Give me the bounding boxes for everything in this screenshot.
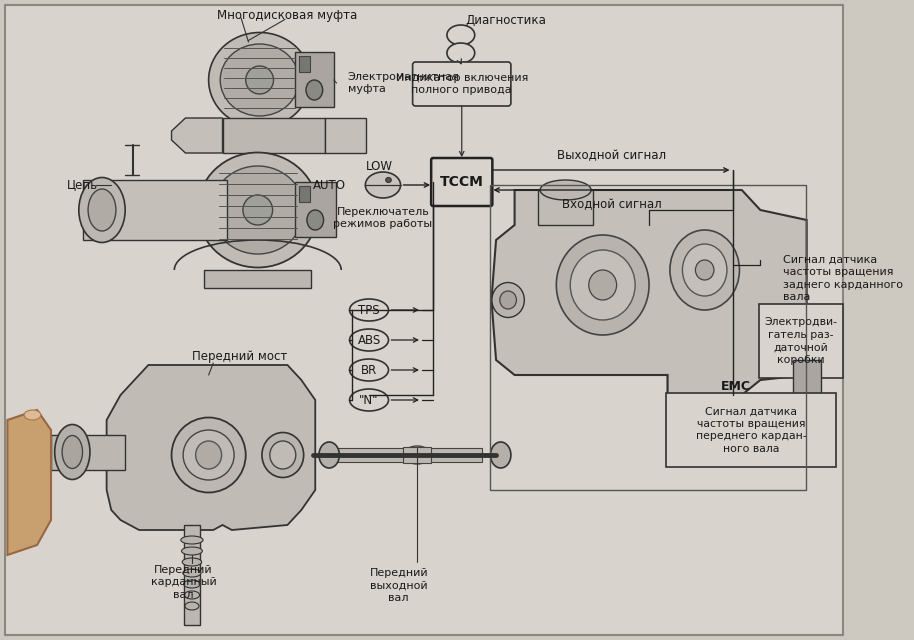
Ellipse shape bbox=[183, 569, 201, 577]
Text: "N": "N" bbox=[359, 394, 378, 406]
Text: Передний
выходной
вал: Передний выходной вал bbox=[369, 568, 428, 603]
FancyBboxPatch shape bbox=[665, 393, 836, 467]
Ellipse shape bbox=[181, 536, 203, 544]
Ellipse shape bbox=[211, 166, 304, 254]
Ellipse shape bbox=[182, 547, 202, 555]
Bar bbox=[51, 435, 125, 470]
Ellipse shape bbox=[183, 430, 234, 480]
Text: Диагностика: Диагностика bbox=[465, 13, 547, 26]
Text: ABS: ABS bbox=[357, 333, 380, 346]
Ellipse shape bbox=[196, 441, 221, 469]
Ellipse shape bbox=[243, 195, 272, 225]
Ellipse shape bbox=[696, 260, 714, 280]
Bar bbox=[792, 360, 821, 400]
Bar bbox=[299, 186, 310, 202]
Ellipse shape bbox=[447, 43, 474, 63]
Text: Передний
карданный
вал: Передний карданный вал bbox=[151, 565, 217, 600]
Polygon shape bbox=[107, 365, 315, 530]
Ellipse shape bbox=[306, 80, 323, 100]
Ellipse shape bbox=[349, 299, 388, 321]
Ellipse shape bbox=[683, 244, 727, 296]
Ellipse shape bbox=[349, 329, 388, 351]
Ellipse shape bbox=[557, 235, 649, 335]
Ellipse shape bbox=[570, 250, 635, 320]
Text: LOW: LOW bbox=[366, 159, 393, 173]
Ellipse shape bbox=[589, 270, 617, 300]
Text: Передний мост: Передний мост bbox=[192, 349, 287, 362]
Bar bbox=[295, 52, 334, 107]
Text: AUTO: AUTO bbox=[313, 179, 345, 191]
Ellipse shape bbox=[55, 424, 90, 479]
Text: Многодисковая муфта: Многодисковая муфта bbox=[218, 8, 357, 22]
Ellipse shape bbox=[246, 66, 273, 94]
Text: TPS: TPS bbox=[358, 303, 380, 317]
Ellipse shape bbox=[319, 442, 339, 468]
Ellipse shape bbox=[447, 25, 474, 45]
Text: Переключатель
режимов работы: Переключатель режимов работы bbox=[334, 207, 432, 229]
Bar bbox=[491, 185, 806, 490]
Ellipse shape bbox=[270, 441, 296, 469]
Ellipse shape bbox=[492, 282, 525, 317]
Polygon shape bbox=[324, 118, 367, 153]
Ellipse shape bbox=[386, 177, 391, 182]
Ellipse shape bbox=[491, 442, 511, 468]
Ellipse shape bbox=[182, 558, 202, 566]
Ellipse shape bbox=[88, 189, 116, 231]
Polygon shape bbox=[172, 118, 222, 153]
Bar bbox=[299, 56, 310, 72]
Text: Электродви-
гатель раз-
даточной
коробки: Электродви- гатель раз- даточной коробки bbox=[765, 317, 837, 365]
Bar bbox=[222, 118, 324, 153]
Ellipse shape bbox=[208, 33, 311, 127]
Ellipse shape bbox=[24, 410, 41, 420]
Ellipse shape bbox=[184, 580, 200, 588]
Bar bbox=[295, 182, 335, 237]
Bar bbox=[184, 525, 200, 625]
Ellipse shape bbox=[540, 180, 591, 200]
Text: BR: BR bbox=[361, 364, 377, 376]
Ellipse shape bbox=[403, 446, 431, 464]
Ellipse shape bbox=[197, 152, 318, 268]
Ellipse shape bbox=[349, 359, 388, 381]
Ellipse shape bbox=[349, 389, 388, 411]
Ellipse shape bbox=[185, 602, 199, 610]
Polygon shape bbox=[7, 410, 51, 555]
Text: EMC: EMC bbox=[721, 380, 751, 392]
Polygon shape bbox=[492, 190, 807, 395]
Ellipse shape bbox=[185, 591, 199, 599]
Ellipse shape bbox=[172, 417, 246, 493]
Bar bbox=[83, 180, 228, 240]
FancyBboxPatch shape bbox=[760, 304, 843, 378]
Text: ТССМ: ТССМ bbox=[440, 175, 484, 189]
Ellipse shape bbox=[366, 172, 400, 198]
FancyBboxPatch shape bbox=[412, 62, 511, 106]
Text: Электромагнитная
муфта: Электромагнитная муфта bbox=[347, 72, 460, 94]
Ellipse shape bbox=[262, 433, 303, 477]
Bar bbox=[204, 270, 311, 288]
Bar bbox=[334, 448, 483, 462]
Text: Сигнал датчика
частоты вращения
переднего кардан-
ного вала: Сигнал датчика частоты вращения переднег… bbox=[696, 406, 806, 454]
Bar bbox=[537, 190, 593, 225]
Text: Сигнал датчика
частоты вращения
заднего карданного
вала: Сигнал датчика частоты вращения заднего … bbox=[783, 255, 904, 302]
Ellipse shape bbox=[670, 230, 739, 310]
Ellipse shape bbox=[79, 177, 125, 243]
Text: Индикатор включения
полного привода: Индикатор включения полного привода bbox=[396, 73, 528, 95]
Text: Цепь: Цепь bbox=[67, 179, 98, 191]
Ellipse shape bbox=[799, 393, 814, 407]
Ellipse shape bbox=[307, 210, 324, 230]
Ellipse shape bbox=[500, 291, 516, 309]
Ellipse shape bbox=[220, 44, 299, 116]
Text: Выходной сигнал: Выходной сигнал bbox=[558, 149, 666, 162]
Bar bbox=[403, 447, 431, 463]
FancyBboxPatch shape bbox=[431, 158, 493, 206]
Ellipse shape bbox=[62, 435, 82, 468]
FancyBboxPatch shape bbox=[666, 374, 806, 398]
Text: Входной сигнал: Входной сигнал bbox=[562, 198, 662, 211]
